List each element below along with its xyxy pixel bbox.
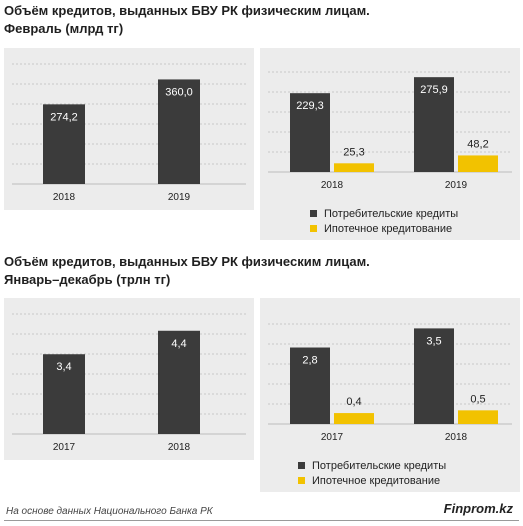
data-label-year-split-2018-s1: 0,5 [470, 393, 485, 405]
data-label-feb-split-2019-s1: 48,2 [467, 138, 488, 150]
x-tick-feb-split-2018: 2018 [321, 180, 344, 191]
x-tick-year-total-2018: 2018 [168, 442, 191, 453]
legend-item-consumer-2: Потребительские кредиты [298, 458, 446, 473]
legend-label-mortgage-2: Ипотечное кредитование [312, 474, 441, 487]
legend-label-mortgage: Ипотечное кредитование [324, 222, 453, 235]
data-label-feb-split-2018-s0: 229,3 [296, 100, 324, 112]
chart-year-total: 3,4 2017 4,4 2018 [12, 313, 246, 453]
chart-year-split: 2,8 0,4 2017 3,5 0,5 2018 [268, 323, 512, 443]
legend-swatch-consumer [310, 210, 317, 217]
x-tick-feb-total-2018: 2018 [53, 192, 76, 203]
x-tick-feb-total-2019: 2019 [168, 192, 191, 203]
panel-feb-split: 229,3 25,3 2018 275,9 48,2 2019 Потребительск… [260, 48, 520, 240]
chart-title-bottom-line1: Объём кредитов, выданных БВУ РК физическ… [4, 254, 370, 269]
bar-year-split-2018-s0 [414, 328, 454, 424]
x-tick-year-total-2017: 2017 [53, 442, 76, 453]
legend-feb-split: Потребительские кредиты Ипотечное кредит… [310, 206, 458, 236]
footer-brand: Finprom.kz [443, 501, 513, 516]
legend-label-consumer: Потребительские кредиты [324, 207, 459, 220]
legend-item-consumer: Потребительские кредиты [310, 206, 458, 221]
legend-swatch-consumer-2 [298, 462, 305, 469]
bar-feb-split-2019-s1 [458, 155, 498, 172]
bar-year-total-2018-s0 [158, 330, 200, 434]
panel-feb-total: 274,2 2018 360,0 2019 [4, 48, 254, 210]
data-label-feb-total-2019-s0: 360,0 [165, 86, 193, 98]
bar-year-split-2017-s0 [290, 347, 330, 424]
bar-feb-total-2019-s0 [158, 79, 200, 184]
panel-year-split: 2,8 0,4 2017 3,5 0,5 2018 Потребительские кре… [260, 298, 520, 492]
legend-item-mortgage-2: Ипотечное кредитование [298, 473, 446, 488]
legend-item-mortgage: Ипотечное кредитование [310, 221, 458, 236]
bar-year-split-2018-s1 [458, 410, 498, 424]
chart-feb-split: 229,3 25,3 2018 275,9 48,2 2019 [268, 71, 512, 191]
chart-title-top: Объём кредитов, выданных БВУ РК физическ… [4, 2, 370, 38]
footer-divider [4, 520, 519, 521]
chart-title-top-line1: Объём кредитов, выданных БВУ РК физическ… [4, 3, 370, 18]
x-tick-year-split-2018: 2018 [445, 432, 468, 443]
legend-swatch-mortgage [310, 225, 317, 232]
panel-year-total: 3,4 2017 4,4 2018 [4, 298, 254, 460]
chart-title-bottom-line2: Январь–декабрь (трлн тг) [4, 272, 171, 287]
data-label-feb-total-2018-s0: 274,2 [50, 111, 78, 123]
bar-feb-split-2018-s1 [334, 163, 374, 172]
data-label-year-split-2017-s0: 2,8 [302, 355, 317, 367]
bar-feb-split-2018-s0 [290, 93, 330, 172]
footer-source: На основе данных Национального Банка РК [6, 506, 213, 517]
data-label-feb-split-2018-s1: 25,3 [343, 146, 364, 158]
legend-label-consumer-2: Потребительские кредиты [312, 459, 447, 472]
chart-title-bottom: Объём кредитов, выданных БВУ РК физическ… [4, 253, 370, 289]
legend-swatch-mortgage-2 [298, 477, 305, 484]
bar-year-total-2017-s0 [43, 354, 85, 434]
bar-year-split-2017-s1 [334, 413, 374, 424]
data-label-year-total-2018-s0: 4,4 [171, 338, 186, 350]
data-label-year-split-2018-s0: 3,5 [426, 335, 441, 347]
data-label-feb-split-2019-s0: 275,9 [420, 84, 448, 96]
legend-year-split: Потребительские кредиты Ипотечное кредит… [298, 458, 446, 488]
x-tick-feb-split-2019: 2019 [445, 180, 468, 191]
bar-feb-total-2018-s0 [43, 104, 85, 184]
chart-feb-total: 274,2 2018 360,0 2019 [12, 63, 246, 203]
chart-title-top-line2: Февраль (млрд тг) [4, 21, 124, 36]
x-tick-year-split-2017: 2017 [321, 432, 344, 443]
data-label-year-split-2017-s1: 0,4 [346, 396, 361, 408]
data-label-year-total-2017-s0: 3,4 [56, 361, 71, 373]
bar-feb-split-2019-s0 [414, 77, 454, 172]
